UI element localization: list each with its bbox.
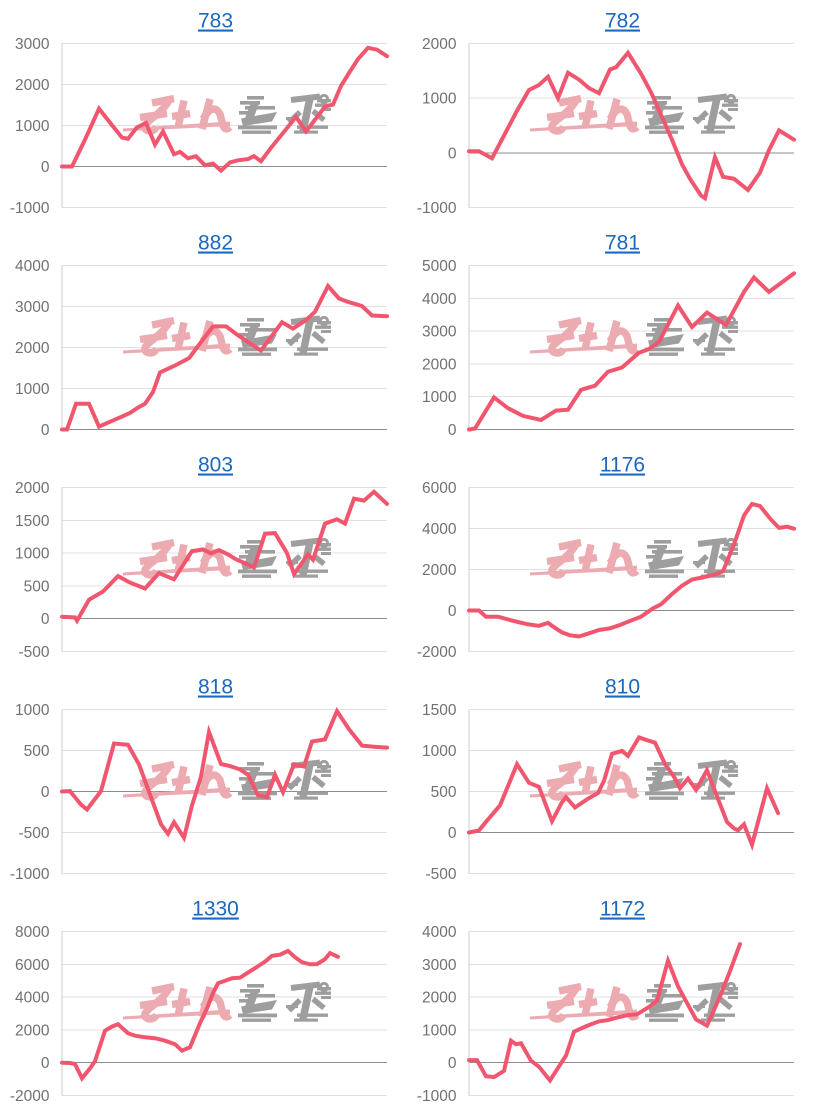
svg-text:1000: 1000 <box>15 546 50 563</box>
svg-text:-1000: -1000 <box>417 1088 457 1105</box>
svg-text:4000: 4000 <box>422 924 457 941</box>
svg-text:1000: 1000 <box>422 389 457 406</box>
svg-text:3000: 3000 <box>15 36 50 53</box>
svg-text:-500: -500 <box>18 644 49 661</box>
svg-text:1330: 1330 <box>192 898 239 921</box>
svg-text:500: 500 <box>24 578 50 595</box>
svg-text:3000: 3000 <box>422 324 457 341</box>
svg-text:4000: 4000 <box>422 521 457 538</box>
svg-text:6000: 6000 <box>422 480 457 497</box>
svg-text:2000: 2000 <box>422 356 457 373</box>
svg-text:0: 0 <box>41 784 50 801</box>
svg-text:783: 783 <box>198 10 233 33</box>
svg-text:0: 0 <box>448 603 457 620</box>
svg-text:882: 882 <box>198 232 233 255</box>
svg-text:-2000: -2000 <box>417 644 457 661</box>
svg-text:6000: 6000 <box>15 957 50 974</box>
svg-text:0: 0 <box>448 422 457 439</box>
svg-text:1500: 1500 <box>15 513 50 530</box>
svg-text:0: 0 <box>41 422 50 439</box>
svg-text:2000: 2000 <box>422 562 457 579</box>
svg-text:810: 810 <box>605 676 640 699</box>
svg-text:-500: -500 <box>18 825 49 842</box>
svg-text:781: 781 <box>605 232 640 255</box>
svg-text:1000: 1000 <box>15 702 50 719</box>
svg-text:2000: 2000 <box>422 36 457 53</box>
svg-text:0: 0 <box>41 159 50 176</box>
svg-text:782: 782 <box>605 10 640 33</box>
svg-text:1500: 1500 <box>422 702 457 719</box>
svg-text:2000: 2000 <box>422 990 457 1007</box>
svg-text:5000: 5000 <box>422 258 457 275</box>
svg-text:1000: 1000 <box>422 91 457 108</box>
svg-text:2000: 2000 <box>15 1022 50 1039</box>
svg-text:-500: -500 <box>425 866 456 883</box>
svg-text:3000: 3000 <box>15 299 50 316</box>
svg-text:1000: 1000 <box>15 381 50 398</box>
svg-text:2000: 2000 <box>15 77 50 94</box>
svg-text:2000: 2000 <box>15 480 50 497</box>
svg-text:818: 818 <box>198 676 233 699</box>
svg-text:0: 0 <box>41 611 50 628</box>
svg-text:3000: 3000 <box>422 957 457 974</box>
svg-text:4000: 4000 <box>422 291 457 308</box>
svg-text:8000: 8000 <box>15 924 50 941</box>
svg-text:803: 803 <box>198 454 233 477</box>
svg-text:0: 0 <box>448 145 457 162</box>
svg-text:1000: 1000 <box>422 1022 457 1039</box>
svg-text:1000: 1000 <box>15 118 50 135</box>
svg-text:500: 500 <box>24 743 50 760</box>
svg-text:4000: 4000 <box>15 258 50 275</box>
svg-text:1172: 1172 <box>600 898 645 921</box>
svg-text:1176: 1176 <box>600 454 645 477</box>
svg-text:-1000: -1000 <box>417 200 457 217</box>
svg-text:500: 500 <box>431 784 457 801</box>
svg-text:-1000: -1000 <box>10 200 50 217</box>
svg-text:-1000: -1000 <box>10 866 50 883</box>
svg-text:4000: 4000 <box>15 990 50 1007</box>
svg-text:2000: 2000 <box>15 340 50 357</box>
svg-text:1000: 1000 <box>422 743 457 760</box>
svg-text:-2000: -2000 <box>10 1088 50 1105</box>
svg-text:0: 0 <box>448 1055 457 1072</box>
svg-text:0: 0 <box>448 825 457 842</box>
svg-text:0: 0 <box>41 1055 50 1072</box>
